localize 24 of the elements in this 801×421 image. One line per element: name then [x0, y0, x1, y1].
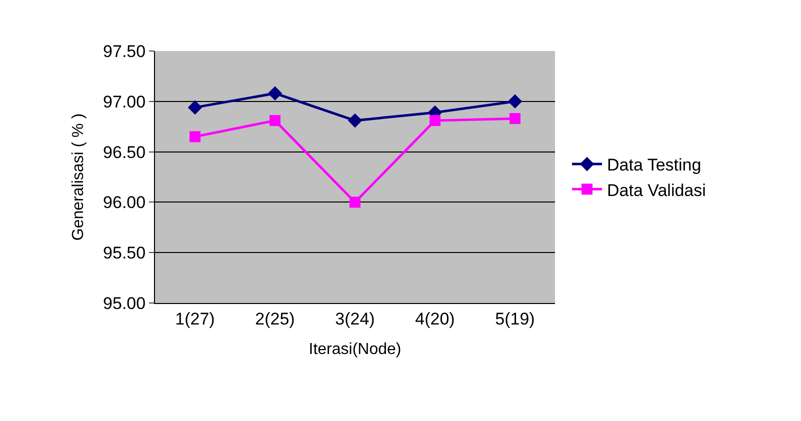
legend-label: Data Validasi [607, 180, 706, 200]
x-tick-label: 5(19) [495, 309, 535, 328]
point [348, 113, 362, 128]
point [430, 115, 440, 126]
y-tick-label: 96.00 [103, 193, 146, 212]
point [510, 113, 520, 124]
legend-label: Data Testing [607, 156, 702, 175]
point [350, 196, 360, 208]
x-axis-title: Iterasi(Node) [308, 341, 402, 358]
point [190, 131, 200, 142]
point [508, 94, 522, 109]
x-tick-label: 1(27) [175, 309, 215, 328]
x-tick-label: 3(24) [335, 309, 375, 328]
y-axis-title: Generalisasi ( % ) [70, 113, 87, 241]
point [270, 115, 280, 126]
y-tick-label: 96.50 [103, 142, 146, 162]
y-tick-label: 95.50 [103, 244, 146, 263]
x-tick-label: 4(20) [415, 309, 455, 328]
x-tick-label: 2(25) [255, 309, 295, 328]
y-tick-label: 95.00 [103, 294, 146, 313]
y-tick-label: 97.50 [103, 42, 146, 61]
y-tick-label: 97.00 [103, 92, 146, 112]
point [188, 100, 202, 115]
point [268, 86, 282, 100]
